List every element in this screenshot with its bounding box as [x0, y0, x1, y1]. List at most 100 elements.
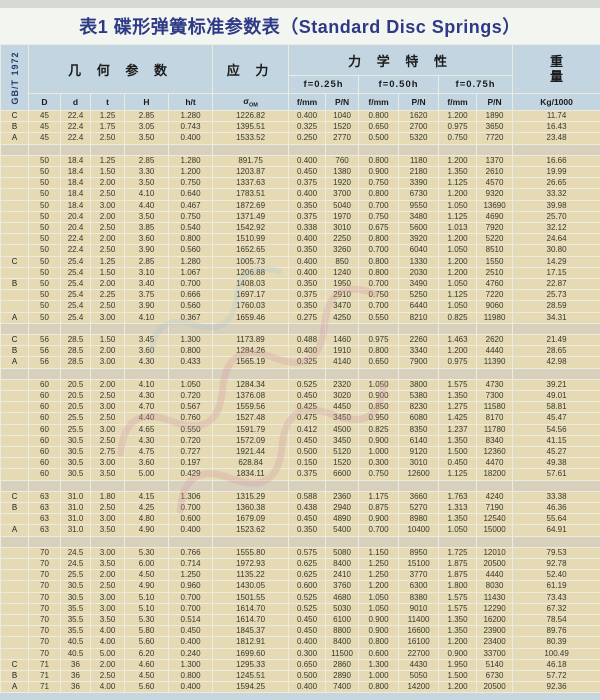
cell-h-over-t: 0.433 [167, 356, 214, 369]
cell-sigma: 1408.03 [212, 278, 290, 291]
cell-D: 70 [28, 591, 61, 604]
cell-H: 4.10 [124, 311, 169, 324]
cell-p-050h: 14200 [398, 681, 440, 694]
col-header-weight: Kg/1000 [512, 93, 600, 111]
cell-h-over-t: 0.400 [167, 681, 214, 694]
cell-p-075h: 4570 [476, 177, 514, 190]
table-row: 60 30.5 3.00 3.60 0.197 628.84 0.150 1520 0.300 3… [0, 457, 600, 470]
spacer-cell [90, 479, 125, 492]
cell-weight: 26.65 [512, 177, 600, 190]
table-row: B 50 25.4 2.00 3.40 0.700 1408.03 0.350 1950 0.70… [0, 278, 600, 291]
cell-H: 4.60 [124, 658, 169, 672]
cell-grade: B [0, 502, 29, 515]
cell-p-025h: 4450 [325, 401, 360, 414]
cell-H: 3.45 [124, 334, 169, 347]
cell-h-over-t: 0.750 [167, 210, 214, 224]
cell-D: 50 [28, 300, 61, 313]
cell-f-050h: 0.875 [358, 502, 400, 515]
cell-p-025h: 2770 [325, 132, 360, 145]
cell-grade: A [0, 681, 29, 694]
standard-label-cell: GB/T 1972 [0, 44, 29, 111]
cell-d: 35.5 [60, 614, 91, 627]
table-row: A 56 28.5 3.00 4.30 0.433 1565.19 0.325 4140 0.65… [0, 356, 600, 369]
cell-d: 20.5 [60, 401, 91, 414]
cell-f-050h: 0.500 [358, 132, 400, 145]
cell-f-050h: 0.800 [358, 188, 400, 201]
col-header-f-050: f/mm [358, 93, 400, 111]
cell-p-050h: 8230 [398, 401, 440, 414]
cell-weight: 49.01 [512, 390, 600, 403]
cell-sigma: 1203.87 [212, 165, 290, 179]
cell-f-050h: 0.675 [358, 222, 400, 235]
cell-p-075h: 15000 [476, 524, 514, 537]
cell-D: 60 [28, 378, 61, 392]
cell-h-over-t: 1.280 [167, 154, 214, 168]
cell-sigma: 891.75 [212, 154, 290, 168]
cell-sigma: 1834.11 [212, 468, 290, 481]
cell-h-over-t: 0.743 [167, 121, 214, 134]
cell-p-050h: 12600 [398, 468, 440, 481]
cell-sigma: 1284.34 [212, 378, 290, 392]
cell-h-over-t: 0.450 [167, 625, 214, 638]
weight-group-header: 重 量 [512, 44, 600, 94]
cell-h-over-t: 0.600 [167, 513, 214, 526]
table-row: 70 35.5 4.00 5.80 0.450 1845.37 0.450 8800 0.900… [0, 625, 600, 638]
cell-grade [0, 300, 29, 313]
cell-f-075h: 1.725 [438, 546, 478, 560]
cell-D: 50 [28, 177, 61, 190]
cell-H: 4.80 [124, 513, 169, 526]
cell-D: 50 [28, 266, 61, 280]
cell-f-025h: 0.350 [288, 199, 327, 212]
cell-p-050h: 2700 [398, 121, 440, 134]
table-row: 50 18.4 3.00 4.40 0.467 1872.69 0.350 5040 0.700… [0, 199, 600, 212]
spacer-cell [28, 535, 61, 548]
cell-p-050h: 2180 [398, 165, 440, 179]
cell-D: 50 [28, 311, 61, 324]
cell-D: 70 [28, 546, 61, 560]
cell-t: 2.50 [90, 412, 125, 425]
cell-h-over-t: 1.050 [167, 378, 214, 392]
cell-d: 31.0 [60, 490, 91, 504]
cell-weight: 80.39 [512, 636, 600, 649]
cell-p-075h: 5140 [476, 658, 514, 672]
cell-f-050h: 1.175 [358, 490, 400, 504]
table-row: 50 22.4 2.50 3.90 0.560 1652.65 0.350 3260 0.700… [0, 244, 600, 257]
cell-H: 4.90 [124, 524, 169, 537]
cell-f-075h: 1.350 [438, 434, 478, 448]
cell-p-050h: 4430 [398, 658, 440, 672]
cell-f-025h: 0.400 [288, 154, 327, 168]
cell-p-025h: 1520 [325, 457, 360, 470]
cell-p-050h: 8380 [398, 591, 440, 604]
cell-p-050h: 2260 [398, 334, 440, 347]
cell-d: 25.5 [60, 569, 91, 582]
spacer-cell [167, 143, 214, 156]
cell-D: 60 [28, 434, 61, 448]
cell-sigma: 1594.25 [212, 681, 290, 694]
cell-t: 3.00 [90, 602, 125, 616]
cell-grade [0, 390, 29, 403]
spacer-cell [512, 479, 600, 492]
table-row: 50 20.4 2.00 3.50 0.750 1371.49 0.375 1970 0.750… [0, 210, 600, 224]
cell-f-025h: 0.350 [288, 244, 327, 257]
cell-grade [0, 636, 29, 649]
cell-H: 3.05 [124, 121, 169, 134]
cell-weight: 25.73 [512, 289, 600, 302]
cell-p-075h: 12290 [476, 602, 514, 616]
cell-sigma: 1206.88 [212, 266, 290, 280]
spacer-cell [90, 322, 125, 336]
cell-d: 25.4 [60, 266, 91, 280]
cell-p-025h: 7400 [325, 681, 360, 694]
cell-grade [0, 580, 29, 593]
table-row: 60 25.5 2.50 4.40 0.760 1527.48 0.475 3450 0.950… [0, 412, 600, 425]
cell-H: 3.30 [124, 165, 169, 179]
cell-weight: 49.38 [512, 457, 600, 470]
spacer-cell [476, 367, 514, 380]
cell-p-075h: 7190 [476, 502, 514, 515]
table-row: 70 24.5 3.50 6.00 0.714 1972.93 0.625 8400 1.250… [0, 558, 600, 571]
top-margin-strip [0, 0, 600, 8]
col-header-p-075: P/N [476, 93, 514, 111]
cell-sigma: 1659.46 [212, 311, 290, 324]
spacer-cell [212, 479, 290, 492]
cell-p-075h: 4440 [476, 345, 514, 358]
cell-t: 2.50 [90, 244, 125, 257]
